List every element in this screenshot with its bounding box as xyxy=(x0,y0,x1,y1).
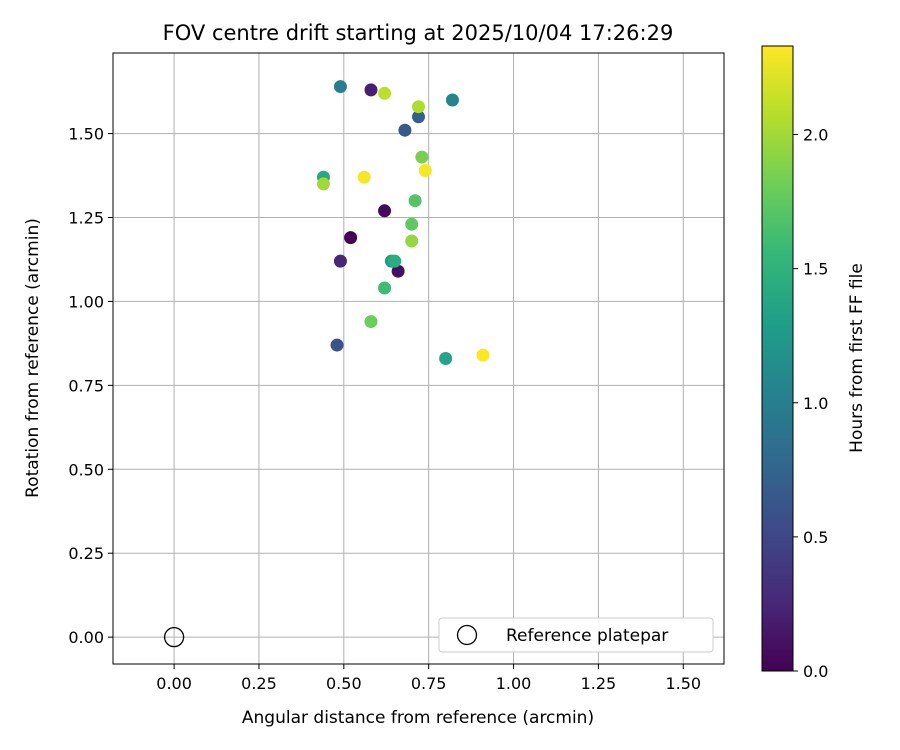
data-point xyxy=(378,204,392,218)
x-tick-label: 0.50 xyxy=(326,674,362,693)
data-point xyxy=(476,348,490,362)
x-tick-label: 1.25 xyxy=(581,674,617,693)
data-point xyxy=(378,281,392,295)
colorbar-ticks: 0.0 0.5 1.0 1.5 2.0 xyxy=(793,126,828,681)
y-tick-label: 0.50 xyxy=(68,460,104,479)
x-tick-label: 1.50 xyxy=(665,674,701,693)
scatter-points xyxy=(316,80,490,365)
data-point xyxy=(378,86,392,100)
data-point xyxy=(391,264,405,278)
data-point xyxy=(364,315,378,329)
x-axis-label: Angular distance from reference (arcmin) xyxy=(242,708,594,728)
data-point xyxy=(412,110,425,124)
data-point xyxy=(333,80,347,94)
data-point xyxy=(415,150,429,164)
data-point xyxy=(439,352,453,365)
y-tick-label: 1.25 xyxy=(68,209,104,228)
colorbar-tick-label: 1.0 xyxy=(803,394,828,413)
data-point xyxy=(364,83,378,97)
y-tick-label: 1.00 xyxy=(68,292,104,311)
colorbar: 0.0 0.5 1.0 1.5 2.0 Hours from first FF file xyxy=(761,45,867,681)
y-axis-label: Rotation from reference (arcmin) xyxy=(23,218,43,498)
data-point xyxy=(357,170,371,184)
y-tick-label: 1.50 xyxy=(68,125,104,144)
colorbar-tick-label: 0.0 xyxy=(803,662,828,681)
data-point xyxy=(445,93,459,107)
legend-box xyxy=(438,617,714,653)
plot-frame xyxy=(112,52,725,665)
colorbar-tick-label: 2.0 xyxy=(803,126,828,145)
data-point xyxy=(316,177,330,191)
x-tick-label: 1.00 xyxy=(496,674,532,693)
x-tick-label: 0.25 xyxy=(241,674,277,693)
legend-reference-marker xyxy=(456,624,478,646)
data-point xyxy=(330,338,344,352)
colorbar-label: Hours from first FF file xyxy=(847,263,867,453)
data-point xyxy=(412,100,425,114)
colorbar-scale xyxy=(761,45,794,672)
data-point xyxy=(398,123,412,137)
reference-platepar-marker xyxy=(163,626,185,648)
axis-ticks: 0.00 0.25 0.50 0.75 1.00 1.25 1.50 0.00 0.25 0.50… xyxy=(68,125,701,693)
data-point xyxy=(405,234,419,248)
y-tick-label: 0.25 xyxy=(68,544,104,563)
colorbar-tick-label: 0.5 xyxy=(803,528,828,547)
data-point xyxy=(388,254,402,268)
colorbar-tick-label: 1.5 xyxy=(803,260,828,279)
legend: Reference platepar xyxy=(438,617,714,653)
x-tick-label: 0.00 xyxy=(156,674,192,693)
data-point xyxy=(418,164,432,177)
legend-reference-label: Reference platepar xyxy=(506,626,668,646)
data-point xyxy=(333,254,347,268)
grid-lines xyxy=(113,53,724,664)
y-tick-label: 0.75 xyxy=(68,376,104,395)
x-tick-label: 0.75 xyxy=(411,674,447,693)
data-point xyxy=(405,217,419,231)
data-point xyxy=(408,194,422,208)
data-point xyxy=(344,231,358,245)
chart-title: FOV centre drift starting at 2025/10/04 … xyxy=(163,21,674,45)
y-tick-label: 0.00 xyxy=(68,628,104,647)
